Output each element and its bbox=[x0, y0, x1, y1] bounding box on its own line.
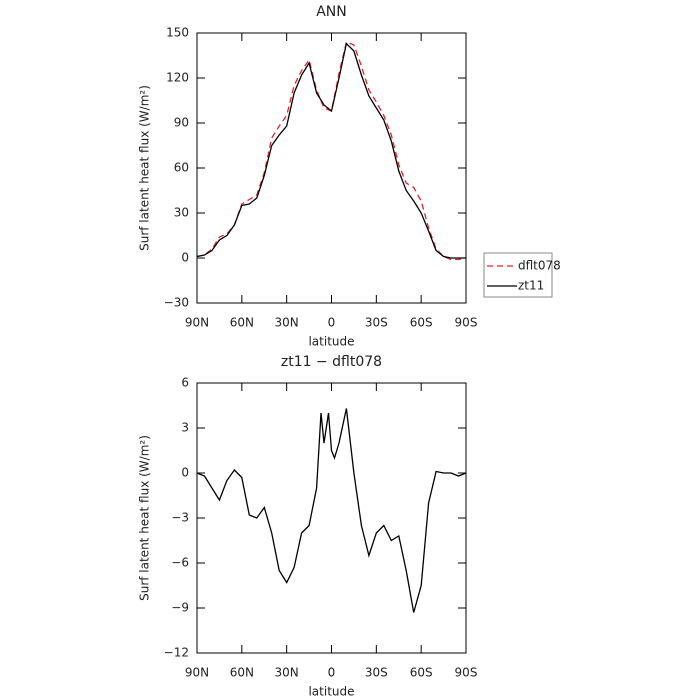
x-tick-label: 30N bbox=[275, 316, 299, 330]
x-axis-label: latitude bbox=[308, 335, 354, 349]
y-tick-label: −6 bbox=[171, 556, 189, 570]
data-line bbox=[196, 408, 467, 613]
legend-box bbox=[483, 252, 553, 298]
y-tick-label: 120 bbox=[166, 71, 189, 85]
x-axis-label: latitude bbox=[308, 685, 354, 699]
y-tick-label: 90 bbox=[174, 116, 189, 130]
y-tick-label: 0 bbox=[181, 251, 189, 265]
chart-title: zt11 − dflt078 bbox=[281, 354, 382, 370]
legend-label: dflt078 bbox=[518, 259, 561, 273]
x-tick-label: 90N bbox=[185, 316, 209, 330]
x-tick-label: 90N bbox=[185, 666, 209, 680]
x-tick-label: 60S bbox=[410, 666, 433, 680]
x-tick-label: 30N bbox=[275, 666, 299, 680]
data-line bbox=[196, 42, 466, 259]
plot-frame bbox=[196, 32, 467, 304]
x-tick-label: 0 bbox=[328, 316, 336, 330]
y-tick-label: 60 bbox=[174, 161, 189, 175]
chart-title: ANN bbox=[316, 4, 347, 20]
legend-label: zt11 bbox=[518, 279, 544, 293]
y-tick-label: −9 bbox=[171, 601, 189, 615]
y-tick-label: −3 bbox=[171, 511, 189, 525]
x-tick-label: 60S bbox=[410, 316, 433, 330]
plot-frame bbox=[196, 382, 467, 654]
x-tick-label: 30S bbox=[365, 666, 388, 680]
y-axis-label: Surf latent heat flux (W/m²) bbox=[138, 85, 152, 251]
y-tick-label: 0 bbox=[181, 466, 189, 480]
x-tick-label: 60N bbox=[230, 666, 254, 680]
x-tick-label: 90S bbox=[455, 316, 478, 330]
legend: dflt078 zt11 bbox=[483, 252, 561, 298]
x-tick-label: 60N bbox=[230, 316, 254, 330]
x-tick-label: 90S bbox=[455, 666, 478, 680]
y-tick-label: −12 bbox=[164, 646, 189, 660]
data-line bbox=[196, 41, 467, 261]
x-tick-label: 0 bbox=[328, 666, 336, 680]
y-axis-label: Surf latent heat flux (W/m²) bbox=[138, 435, 152, 601]
y-tick-label: 3 bbox=[181, 421, 189, 435]
x-tick-label: 30S bbox=[365, 316, 388, 330]
y-tick-label: −30 bbox=[164, 296, 189, 310]
y-tick-label: 6 bbox=[181, 376, 189, 390]
y-tick-label: 30 bbox=[174, 206, 189, 220]
y-tick-label: 150 bbox=[166, 26, 189, 40]
